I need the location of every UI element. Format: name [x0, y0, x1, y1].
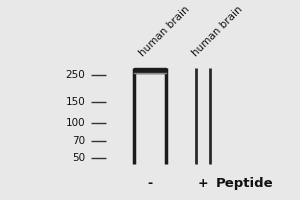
Text: 250: 250	[66, 70, 85, 80]
Text: 50: 50	[72, 153, 85, 163]
Text: -: -	[147, 177, 153, 190]
Text: 150: 150	[66, 97, 85, 107]
Text: human brain: human brain	[137, 5, 191, 59]
Text: 70: 70	[72, 136, 85, 146]
Text: +: +	[198, 177, 208, 190]
Text: human brain: human brain	[190, 5, 244, 59]
Text: Peptide: Peptide	[215, 177, 273, 190]
Text: 100: 100	[66, 118, 85, 128]
